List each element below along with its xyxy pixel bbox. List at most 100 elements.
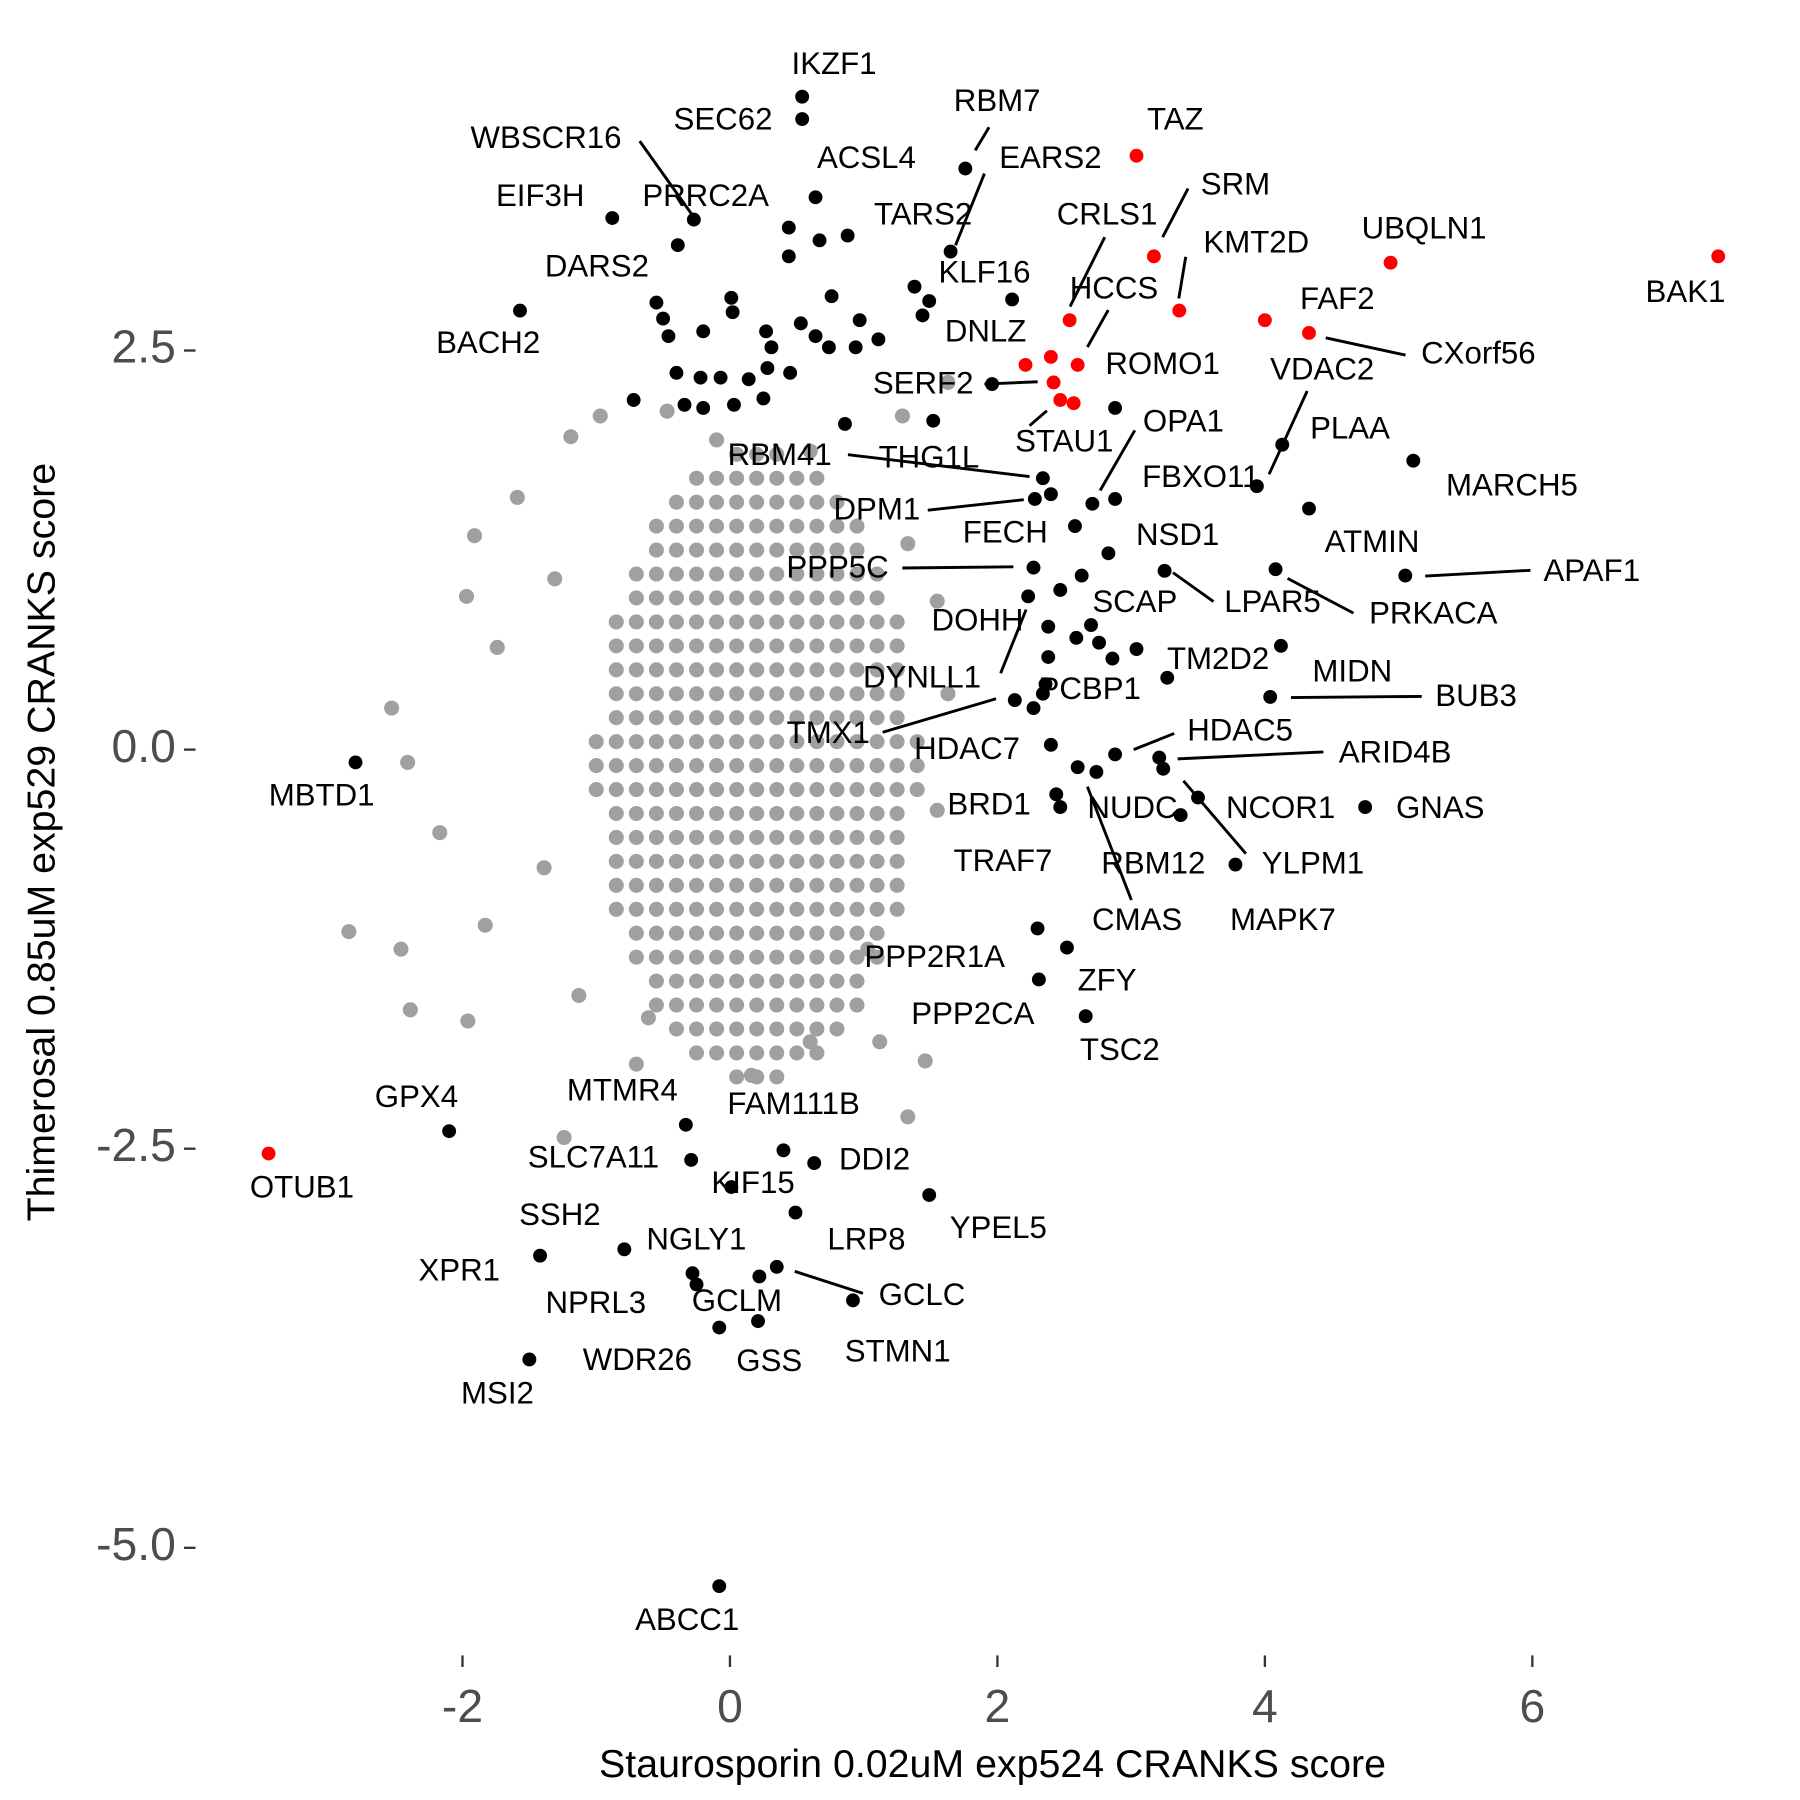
point <box>628 853 644 869</box>
point <box>849 901 865 917</box>
point <box>729 686 745 702</box>
point <box>261 1146 276 1161</box>
point <box>829 494 845 510</box>
connector <box>638 140 696 219</box>
connector <box>927 498 1024 512</box>
point <box>628 710 644 726</box>
point <box>648 973 664 989</box>
point-label: PCBP1 <box>1039 671 1141 706</box>
point <box>909 782 925 798</box>
point <box>789 638 805 654</box>
point <box>849 518 865 534</box>
point <box>668 1021 684 1037</box>
point <box>809 638 825 654</box>
point <box>1108 492 1123 506</box>
point <box>513 303 527 318</box>
point <box>829 1021 845 1037</box>
connector <box>882 697 997 734</box>
point-label: DOHH <box>932 603 1024 638</box>
point <box>829 686 845 702</box>
point <box>871 332 886 347</box>
point <box>809 782 825 798</box>
point-label: TM2D2 <box>1167 641 1269 676</box>
point <box>648 590 664 606</box>
point-label: TARS2 <box>874 197 972 232</box>
point <box>648 686 664 702</box>
point <box>929 802 945 818</box>
point <box>1406 453 1421 468</box>
connector <box>1086 309 1110 348</box>
point <box>689 1277 704 1292</box>
point <box>668 758 684 774</box>
point <box>689 494 705 510</box>
point <box>749 710 765 726</box>
point <box>846 1293 860 1308</box>
connector <box>1286 577 1355 615</box>
point <box>729 494 745 510</box>
connector <box>1172 571 1215 603</box>
point-label: MIDN <box>1312 654 1392 689</box>
point <box>709 518 725 534</box>
point <box>678 1117 693 1132</box>
point-label: IKZF1 <box>792 46 877 81</box>
point <box>659 403 675 419</box>
point <box>729 901 745 917</box>
point <box>341 924 357 940</box>
point <box>628 758 644 774</box>
point <box>709 877 725 893</box>
point <box>809 1021 825 1037</box>
point <box>809 566 825 582</box>
point <box>689 590 705 606</box>
point <box>685 1266 700 1281</box>
point <box>689 853 705 869</box>
point <box>689 758 705 774</box>
point <box>729 877 745 893</box>
point <box>712 1579 727 1594</box>
point <box>889 638 905 654</box>
point <box>709 710 725 726</box>
point <box>769 662 785 678</box>
point <box>729 566 745 582</box>
connector <box>954 172 986 246</box>
point <box>749 782 765 798</box>
point <box>1108 401 1123 415</box>
point <box>689 1045 705 1061</box>
point <box>709 949 725 965</box>
point <box>1026 701 1041 716</box>
point <box>869 758 885 774</box>
point <box>628 925 644 941</box>
point <box>869 853 885 869</box>
point <box>668 782 684 798</box>
point-label: CMAS <box>1092 902 1182 937</box>
point <box>1160 670 1175 685</box>
point <box>648 997 664 1013</box>
point-label: MTMR4 <box>567 1072 678 1107</box>
point <box>556 1130 572 1146</box>
point <box>1268 562 1283 577</box>
point <box>789 470 805 486</box>
point <box>709 662 725 678</box>
point <box>648 518 664 534</box>
point <box>769 710 785 726</box>
point <box>769 973 785 989</box>
point <box>749 973 765 989</box>
point <box>752 1269 767 1284</box>
point <box>749 1045 765 1061</box>
point <box>849 758 865 774</box>
point <box>829 518 845 534</box>
point <box>829 997 845 1013</box>
point <box>628 734 644 750</box>
point <box>824 289 839 304</box>
point <box>840 228 855 243</box>
point <box>709 638 725 654</box>
point <box>656 311 671 326</box>
point <box>509 489 525 505</box>
point <box>460 1013 476 1029</box>
point <box>729 734 745 750</box>
point <box>648 829 664 845</box>
point <box>1172 303 1187 318</box>
point <box>749 494 765 510</box>
point <box>869 925 885 941</box>
point <box>648 734 664 750</box>
